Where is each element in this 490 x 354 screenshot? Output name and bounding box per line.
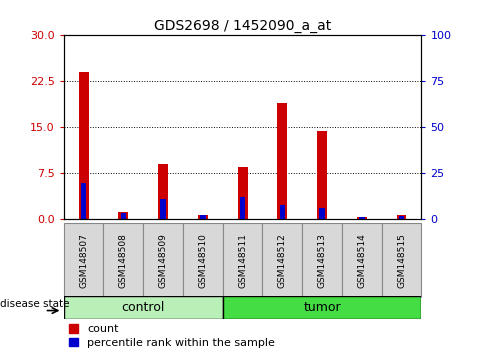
FancyBboxPatch shape bbox=[263, 223, 302, 297]
Bar bbox=[81, 183, 86, 219]
Bar bbox=[396, 215, 407, 219]
FancyBboxPatch shape bbox=[183, 223, 222, 297]
FancyBboxPatch shape bbox=[103, 223, 143, 297]
FancyBboxPatch shape bbox=[222, 223, 263, 297]
Text: GSM148510: GSM148510 bbox=[198, 233, 207, 288]
FancyBboxPatch shape bbox=[222, 296, 421, 319]
Text: control: control bbox=[122, 301, 165, 314]
Bar bbox=[78, 72, 89, 219]
FancyBboxPatch shape bbox=[64, 296, 222, 319]
Bar bbox=[200, 215, 205, 219]
Bar bbox=[399, 216, 404, 219]
Bar bbox=[160, 199, 166, 219]
Legend: count, percentile rank within the sample: count, percentile rank within the sample bbox=[69, 324, 275, 348]
Bar bbox=[121, 213, 126, 219]
Bar bbox=[319, 207, 325, 219]
Bar bbox=[357, 217, 367, 219]
Bar bbox=[238, 167, 247, 219]
Text: disease state: disease state bbox=[0, 299, 70, 309]
FancyBboxPatch shape bbox=[64, 223, 103, 297]
FancyBboxPatch shape bbox=[342, 223, 382, 297]
Bar bbox=[277, 103, 287, 219]
Text: GSM148515: GSM148515 bbox=[397, 233, 406, 288]
Text: GSM148514: GSM148514 bbox=[357, 233, 367, 288]
Text: GSM148512: GSM148512 bbox=[278, 233, 287, 288]
FancyBboxPatch shape bbox=[302, 223, 342, 297]
Bar bbox=[119, 212, 128, 219]
Text: GSM148511: GSM148511 bbox=[238, 233, 247, 288]
Text: tumor: tumor bbox=[303, 301, 341, 314]
Text: GSM148507: GSM148507 bbox=[79, 233, 88, 288]
FancyBboxPatch shape bbox=[143, 223, 183, 297]
Text: GSM148509: GSM148509 bbox=[159, 233, 168, 288]
Bar bbox=[198, 215, 208, 219]
Bar bbox=[158, 164, 168, 219]
Title: GDS2698 / 1452090_a_at: GDS2698 / 1452090_a_at bbox=[154, 19, 331, 33]
FancyBboxPatch shape bbox=[382, 223, 421, 297]
Bar bbox=[359, 217, 365, 219]
Bar bbox=[280, 205, 285, 219]
Bar bbox=[240, 198, 245, 219]
Text: GSM148508: GSM148508 bbox=[119, 233, 128, 288]
Text: GSM148513: GSM148513 bbox=[318, 233, 326, 288]
Bar bbox=[317, 131, 327, 219]
